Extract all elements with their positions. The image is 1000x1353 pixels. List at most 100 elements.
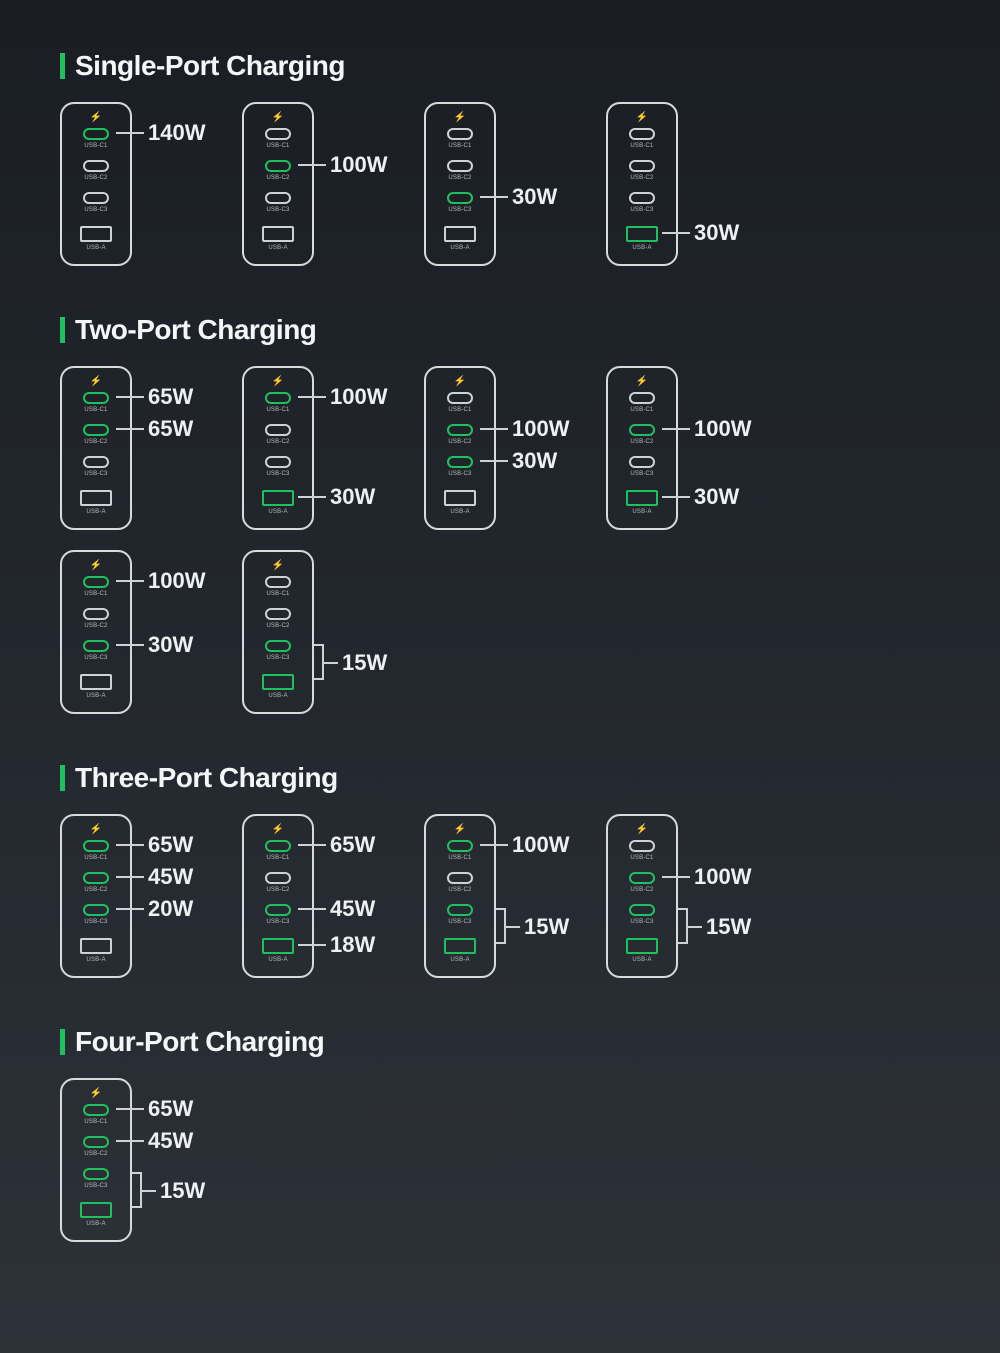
port-slot: USB-C2: [265, 160, 291, 181]
usb-c-port: [83, 640, 109, 652]
wattage-callout: 20W: [116, 896, 193, 922]
callout-line: [480, 196, 508, 198]
charger-row: ⚡USB-C1USB-C2USB-C3USB-A140W⚡USB-C1USB-C…: [60, 102, 940, 266]
port-label: USB-C1: [630, 143, 653, 149]
callout-line: [298, 908, 326, 910]
charger-body: ⚡USB-C1USB-C2USB-C3USB-A: [242, 550, 314, 714]
port-slot: USB-C2: [83, 160, 109, 181]
usb-a-port: [80, 490, 112, 506]
callout-line: [116, 844, 144, 846]
charger-row: ⚡USB-C1USB-C2USB-C3USB-A65W45W20W⚡USB-C1…: [60, 814, 940, 978]
usb-c-port: [629, 160, 655, 172]
lightning-icon: ⚡: [90, 824, 102, 835]
callout-line: [298, 496, 326, 498]
usb-a-port: [80, 1202, 112, 1218]
lightning-icon: ⚡: [90, 1088, 102, 1099]
lightning-icon: ⚡: [90, 376, 102, 387]
usb-c-port: [265, 456, 291, 468]
port-label: USB-C2: [448, 175, 471, 181]
charger-diagram: ⚡USB-C1USB-C2USB-C3USB-A100W: [242, 102, 314, 266]
callout-line: [480, 460, 508, 462]
wattage-callout: 30W: [116, 632, 193, 658]
infographic-root: Single-Port Charging⚡USB-C1USB-C2USB-C3U…: [60, 50, 940, 1242]
lightning-icon: ⚡: [272, 376, 284, 387]
wattage-callout: 100W: [298, 152, 387, 178]
port-slot: USB-C3: [447, 904, 473, 925]
port-slot: USB-C1: [629, 840, 655, 861]
charger-diagram: ⚡USB-C1USB-C2USB-C3USB-A100W15W: [606, 814, 678, 978]
callout-line: [662, 232, 690, 234]
port-slot: USB-C3: [629, 456, 655, 477]
wattage-callout: 30W: [480, 448, 557, 474]
port-label: USB-C1: [266, 591, 289, 597]
port-slot: USB-C3: [265, 904, 291, 925]
lightning-icon: ⚡: [272, 112, 284, 123]
lightning-icon: ⚡: [636, 112, 648, 123]
port-label: USB-C3: [84, 655, 107, 661]
callout-bracket: [314, 644, 324, 680]
port-label: USB-C3: [630, 207, 653, 213]
port-label: USB-C3: [266, 919, 289, 925]
port-label: USB-C2: [266, 175, 289, 181]
port-label: USB-C1: [448, 855, 471, 861]
usb-c-port: [83, 904, 109, 916]
port-slot: USB-C1: [629, 128, 655, 149]
port-slot: USB-C3: [83, 904, 109, 925]
port-slot: USB-C2: [265, 424, 291, 445]
callout-line: [116, 1108, 144, 1110]
usb-a-port: [444, 490, 476, 506]
callout-line: [116, 428, 144, 430]
port-slot: USB-C2: [447, 424, 473, 445]
callout-line: [116, 132, 144, 134]
usb-c-port: [629, 904, 655, 916]
port-label: USB-C2: [84, 439, 107, 445]
port-label: USB-C1: [448, 407, 471, 413]
port-label: USB-C3: [266, 207, 289, 213]
charging-section: Three-Port Charging⚡USB-C1USB-C2USB-C3US…: [60, 762, 940, 978]
usb-c-port: [447, 904, 473, 916]
wattage-callout: 100W: [662, 864, 751, 890]
port-slot: USB-C2: [265, 608, 291, 629]
charging-section: Single-Port Charging⚡USB-C1USB-C2USB-C3U…: [60, 50, 940, 266]
port-slot: USB-C1: [265, 392, 291, 413]
port-slot: USB-C3: [447, 192, 473, 213]
port-label: USB-A: [632, 957, 651, 963]
port-label: USB-C1: [84, 591, 107, 597]
wattage-value: 45W: [148, 1128, 193, 1154]
usb-c-port: [629, 456, 655, 468]
port-label: USB-C3: [84, 919, 107, 925]
port-slot: USB-C3: [83, 192, 109, 213]
wattage-callout: 30W: [298, 484, 375, 510]
usb-a-port: [80, 938, 112, 954]
port-slot: USB-C1: [265, 840, 291, 861]
wattage-callout: 100W: [662, 416, 751, 442]
port-slot: USB-C1: [83, 392, 109, 413]
usb-c-port: [447, 128, 473, 140]
usb-c-port: [83, 424, 109, 436]
port-slot: USB-A: [444, 226, 476, 251]
usb-c-port: [265, 872, 291, 884]
port-slot: USB-C2: [629, 424, 655, 445]
wattage-value: 65W: [148, 832, 193, 858]
port-label: USB-A: [268, 509, 287, 515]
port-label: USB-A: [450, 957, 469, 963]
port-slot: USB-C1: [447, 128, 473, 149]
usb-c-port: [447, 456, 473, 468]
wattage-value: 30W: [512, 448, 557, 474]
port-slot: USB-C1: [447, 840, 473, 861]
callout-line: [688, 926, 702, 928]
callout-line: [116, 1140, 144, 1142]
usb-c-port: [83, 872, 109, 884]
wattage-value: 65W: [148, 416, 193, 442]
usb-a-port: [626, 226, 658, 242]
port-label: USB-C2: [448, 439, 471, 445]
charger-body: ⚡USB-C1USB-C2USB-C3USB-A: [242, 102, 314, 266]
port-slot: USB-C1: [447, 392, 473, 413]
port-label: USB-A: [86, 509, 105, 515]
usb-c-port: [265, 608, 291, 620]
port-slot: USB-C3: [265, 192, 291, 213]
usb-a-port: [444, 226, 476, 242]
usb-a-port: [626, 490, 658, 506]
usb-c-port: [83, 608, 109, 620]
port-label: USB-C3: [630, 471, 653, 477]
